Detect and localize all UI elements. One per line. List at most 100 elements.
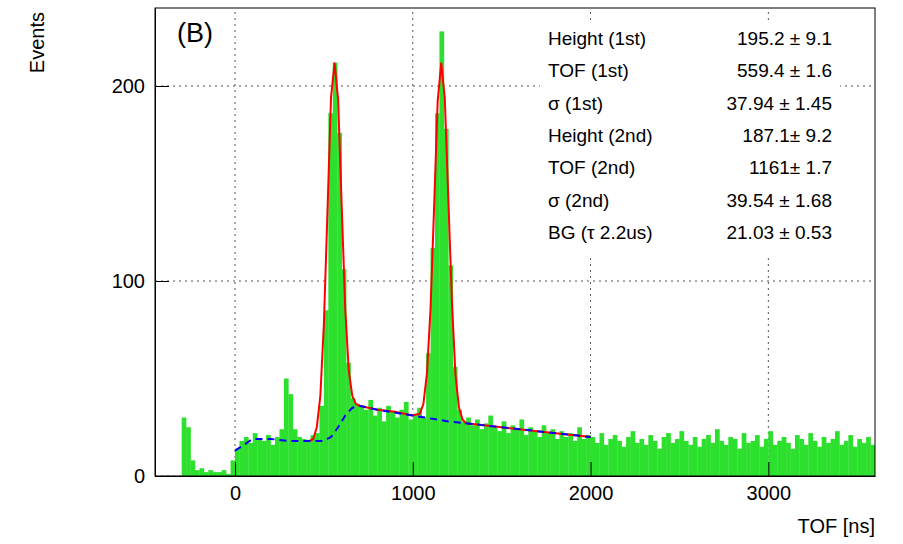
- histogram-bar: [702, 439, 707, 476]
- stats-value: 21.03 ± 0.53: [726, 222, 832, 243]
- histogram-bar: [671, 443, 676, 476]
- x-tick-mark: [768, 462, 769, 476]
- histogram-bar: [684, 441, 689, 476]
- histogram-bar: [191, 460, 196, 476]
- x-axis: 0100020003000: [156, 462, 876, 504]
- histogram-bar: [595, 443, 600, 476]
- histogram-bar: [199, 468, 204, 476]
- histogram-bar: [599, 433, 604, 476]
- histogram-bar: [751, 441, 756, 476]
- histogram-bar: [697, 447, 702, 476]
- histogram-bar: [208, 470, 213, 476]
- histogram-bar: [573, 441, 578, 476]
- histogram-bar: [737, 449, 742, 476]
- histogram-bar: [271, 445, 276, 476]
- x-tick-label: 1000: [391, 482, 436, 504]
- histogram-bar: [591, 437, 596, 476]
- histogram-bar: [257, 439, 262, 476]
- histogram-bar: [235, 449, 240, 476]
- histogram-bar: [719, 441, 724, 476]
- histogram-bar: [666, 433, 671, 476]
- histogram-bar: [582, 439, 587, 476]
- histogram-bar: [551, 429, 556, 476]
- stats-box: Height (1st)195.2 ± 9.1TOF (1st)559.4 ± …: [540, 21, 840, 255]
- stats-label: TOF (2nd): [548, 157, 635, 178]
- histogram-bar: [182, 418, 187, 477]
- histogram-bar: [657, 449, 662, 476]
- histogram-bar: [759, 447, 764, 476]
- histogram-bar: [475, 419, 480, 476]
- y-tick: 100: [112, 270, 169, 292]
- histogram-bar: [417, 408, 422, 476]
- histogram-bar: [844, 441, 849, 476]
- histogram-bar: [622, 447, 627, 476]
- histogram-bar: [315, 433, 320, 476]
- y-tick-mark: [155, 476, 169, 477]
- x-grid-line: [235, 8, 236, 476]
- stats-value: 39.54 ± 1.68: [726, 190, 832, 211]
- histogram-bar: [817, 447, 822, 476]
- histogram-bar: [675, 439, 680, 476]
- histogram-bar: [835, 431, 840, 476]
- histogram-bar: [537, 437, 542, 476]
- y-axis-line: [155, 9, 156, 477]
- stats-label: σ (1st): [548, 93, 603, 114]
- histogram-bar: [559, 431, 564, 476]
- plot-frame: [155, 8, 875, 476]
- histogram-bar: [497, 431, 502, 476]
- histogram-bar: [631, 431, 636, 476]
- histogram-bar: [275, 437, 280, 476]
- y-tick-mark: [155, 281, 169, 282]
- histogram-bar: [213, 472, 218, 476]
- histogram-bar: [839, 445, 844, 476]
- histogram-bar: [511, 425, 516, 476]
- histogram-bar: [755, 435, 760, 476]
- histogram-bar: [266, 435, 271, 476]
- histogram-bar: [359, 406, 364, 476]
- y-axis: 0100200: [112, 9, 169, 487]
- histogram-bar: [262, 441, 267, 476]
- histogram-bar: [764, 439, 769, 476]
- histogram-bar: [853, 447, 858, 476]
- histogram-bar: [555, 439, 560, 476]
- histogram-bar: [462, 421, 467, 476]
- histogram-bar: [711, 443, 716, 476]
- histogram-bar: [862, 443, 867, 476]
- histogram-bar: [484, 423, 489, 476]
- histogram-bar: [364, 410, 369, 476]
- histogram-bar: [391, 412, 396, 476]
- histogram-bar: [746, 443, 751, 476]
- histogram-bar: [297, 437, 302, 476]
- histogram-bar: [728, 437, 733, 476]
- histogram-bar: [231, 460, 236, 476]
- x-axis-title: TOF [ns]: [798, 515, 875, 537]
- histogram-bar: [644, 445, 649, 476]
- histogram-bar: [568, 433, 573, 476]
- histogram-bar: [848, 435, 853, 476]
- histogram-bar: [306, 441, 311, 476]
- stats-label: Height (2nd): [548, 125, 653, 146]
- histogram-bar: [515, 429, 520, 476]
- histogram-bar: [502, 421, 507, 476]
- histogram-bar: [831, 439, 836, 476]
- histogram-bar: [217, 472, 222, 476]
- x-tick: 2000: [569, 462, 614, 504]
- histogram-bar: [866, 437, 871, 476]
- histogram-bar: [488, 416, 493, 476]
- histogram-bar: [302, 439, 307, 476]
- stats-value: 559.4 ± 1.6: [737, 60, 832, 81]
- y-tick: 200: [112, 75, 169, 97]
- histogram-bar: [471, 425, 476, 476]
- histogram-bar: [386, 406, 391, 476]
- stats-value: 187.1± 9.2: [742, 125, 832, 146]
- histogram-bar: [457, 410, 462, 476]
- histogram-bar: [826, 443, 831, 476]
- histogram-bar: [506, 433, 511, 476]
- x-tick-mark: [591, 462, 592, 476]
- x-tick-label: 0: [230, 482, 241, 504]
- histogram-bar: [733, 439, 738, 476]
- histogram-bar: [706, 435, 711, 476]
- x-tick-mark: [413, 462, 414, 476]
- histogram-bar: [608, 439, 613, 476]
- histogram-bar: [604, 445, 609, 476]
